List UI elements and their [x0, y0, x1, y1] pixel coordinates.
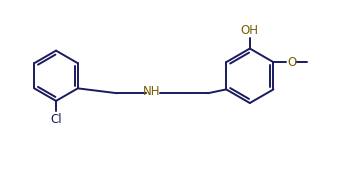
Text: OH: OH	[241, 24, 259, 37]
Text: NH: NH	[143, 85, 161, 98]
Text: Cl: Cl	[50, 113, 62, 126]
Text: O: O	[287, 56, 297, 69]
